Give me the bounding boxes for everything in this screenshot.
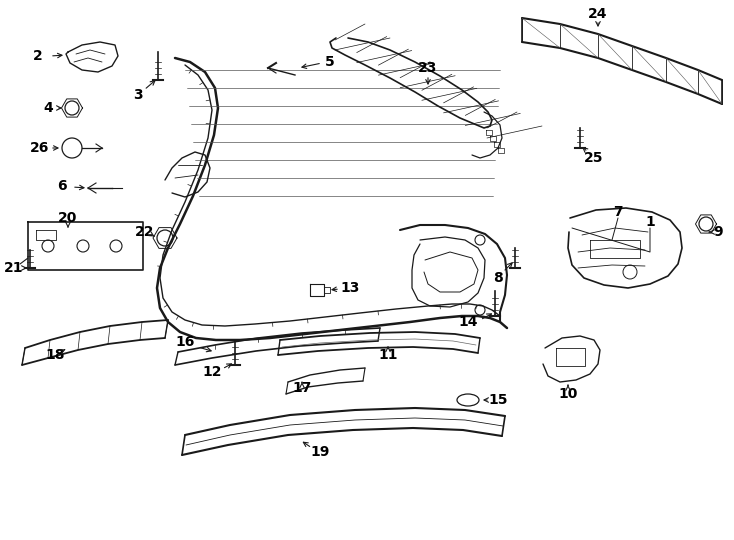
Text: 8: 8: [493, 271, 503, 285]
Text: 16: 16: [175, 335, 195, 349]
Text: 19: 19: [310, 445, 330, 459]
Text: 2: 2: [33, 49, 43, 63]
Text: 10: 10: [559, 387, 578, 401]
Text: 17: 17: [292, 381, 312, 395]
Text: 4: 4: [43, 101, 53, 115]
Text: 25: 25: [584, 151, 604, 165]
Text: 5: 5: [325, 55, 335, 69]
Text: 7: 7: [613, 205, 623, 219]
Text: 15: 15: [488, 393, 508, 407]
Text: 9: 9: [713, 225, 723, 239]
Text: 13: 13: [341, 281, 360, 295]
Text: 18: 18: [46, 348, 65, 362]
Text: 26: 26: [30, 141, 50, 155]
Text: 21: 21: [4, 261, 23, 275]
Text: 3: 3: [133, 88, 143, 102]
Text: 1: 1: [645, 215, 655, 229]
Text: 23: 23: [418, 61, 437, 75]
Text: 14: 14: [458, 315, 478, 329]
Text: 11: 11: [378, 348, 398, 362]
Text: 6: 6: [57, 179, 67, 193]
Text: 22: 22: [135, 225, 155, 239]
Text: 12: 12: [203, 365, 222, 379]
Text: 20: 20: [58, 211, 78, 225]
Text: 24: 24: [588, 7, 608, 21]
